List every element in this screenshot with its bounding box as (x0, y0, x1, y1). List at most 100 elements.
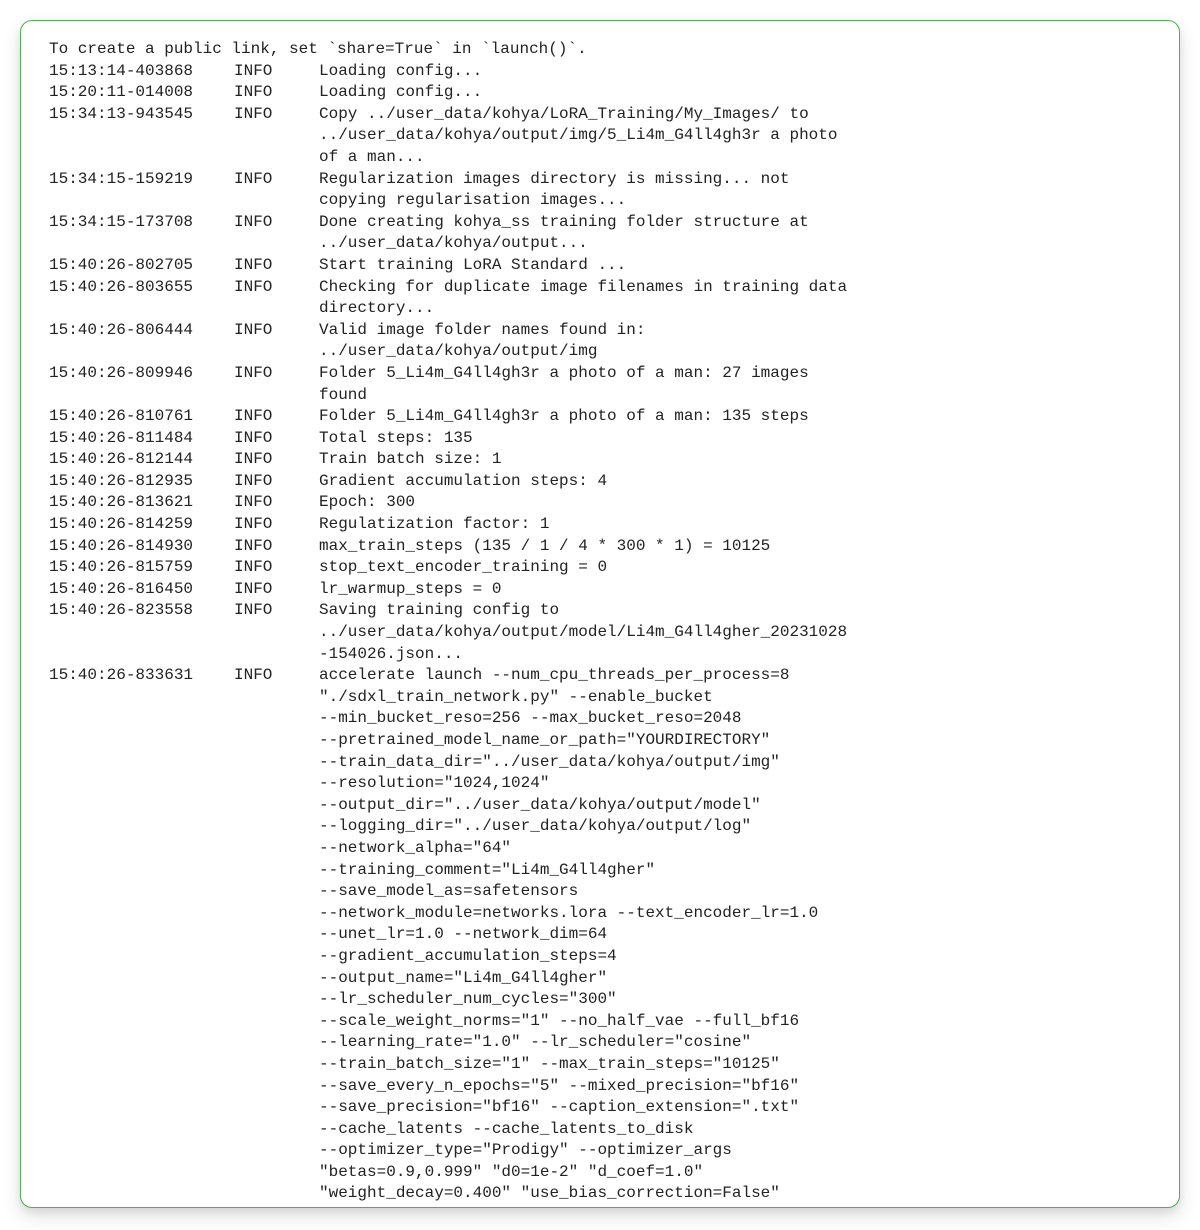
log-line: 15:40:26-823558INFOSaving training confi… (49, 600, 1151, 622)
log-continuation: "betas=0.9,0.999" "d0=1e-2" "d_coef=1.0" (49, 1162, 1151, 1184)
log-message: --training_comment="Li4m_G4ll4gher" (319, 860, 1151, 882)
log-message: --save_model_as=safetensors (319, 881, 1151, 903)
log-message: of a man... (319, 147, 1151, 169)
log-continuation: --pretrained_model_name_or_path="YOURDIR… (49, 730, 1151, 752)
log-continuation: ../user_data/kohya/output/img/5_Li4m_G4l… (49, 125, 1151, 147)
log-message: Saving training config to (319, 600, 1151, 622)
log-message: Train batch size: 1 (319, 449, 1151, 471)
log-timestamp: 15:40:26-812144 (49, 449, 234, 471)
log-message: Regulatization factor: 1 (319, 514, 1151, 536)
log-continuation: --min_bucket_reso=256 --max_bucket_reso=… (49, 708, 1151, 730)
log-message: max_train_steps (135 / 1 / 4 * 300 * 1) … (319, 536, 1151, 558)
log-level: INFO (234, 61, 319, 83)
log-message: Total steps: 135 (319, 428, 1151, 450)
log-message: "./sdxl_train_network.py" --enable_bucke… (319, 687, 1151, 709)
log-message: --gradient_accumulation_steps=4 (319, 946, 1151, 968)
log-message: ../user_data/kohya/output/img (319, 341, 1151, 363)
log-continuation: ../user_data/kohya/output... (49, 233, 1151, 255)
log-timestamp: 15:34:15-159219 (49, 169, 234, 191)
log-continuation: ../user_data/kohya/output/img (49, 341, 1151, 363)
log-line: 15:20:11-014008INFOLoading config... (49, 82, 1151, 104)
log-line: 15:40:26-812935INFOGradient accumulation… (49, 471, 1151, 493)
log-level: INFO (234, 428, 319, 450)
log-message: --learning_rate="1.0" --lr_scheduler="co… (319, 1032, 1151, 1054)
log-timestamp: 15:40:26-813621 (49, 492, 234, 514)
log-message: ../user_data/kohya/output/img/5_Li4m_G4l… (319, 125, 1151, 147)
log-line: 15:40:26-813621INFOEpoch: 300 (49, 492, 1151, 514)
log-message: ../user_data/kohya/output/model/Li4m_G4l… (319, 622, 1151, 644)
log-continuation: --output_dir="../user_data/kohya/output/… (49, 795, 1151, 817)
log-message: --lr_scheduler_num_cycles="300" (319, 989, 1151, 1011)
log-timestamp: 15:40:26-810761 (49, 406, 234, 428)
log-message: accelerate launch --num_cpu_threads_per_… (319, 665, 1151, 687)
log-line: 15:40:26-811484INFOTotal steps: 135 (49, 428, 1151, 450)
log-message: Done creating kohya_ss training folder s… (319, 212, 1151, 234)
log-continuation: --network_alpha="64" (49, 838, 1151, 860)
log-continuation: --optimizer_type="Prodigy" --optimizer_a… (49, 1140, 1151, 1162)
log-output-panel: To create a public link, set `share=True… (20, 20, 1180, 1208)
log-continuation: ../user_data/kohya/output/model/Li4m_G4l… (49, 622, 1151, 644)
log-level: INFO (234, 277, 319, 299)
log-continuation: --network_module=networks.lora --text_en… (49, 903, 1151, 925)
log-level: INFO (234, 600, 319, 622)
log-continuation: --logging_dir="../user_data/kohya/output… (49, 816, 1151, 838)
log-line: 15:13:14-403868INFOLoading config... (49, 61, 1151, 83)
log-timestamp: 15:40:26-816450 (49, 579, 234, 601)
log-message: --optimizer_type="Prodigy" --optimizer_a… (319, 1140, 1151, 1162)
log-level: INFO (234, 104, 319, 126)
log-line: 15:40:26-810761INFOFolder 5_Li4m_G4ll4gh… (49, 406, 1151, 428)
log-line: 15:40:26-806444INFOValid image folder na… (49, 320, 1151, 342)
log-continuation: --train_data_dir="../user_data/kohya/out… (49, 752, 1151, 774)
log-level: INFO (234, 536, 319, 558)
log-message: -154026.json... (319, 644, 1151, 666)
log-message: Checking for duplicate image filenames i… (319, 277, 1151, 299)
log-message: --train_data_dir="../user_data/kohya/out… (319, 752, 1151, 774)
log-timestamp: 15:40:26-811484 (49, 428, 234, 450)
log-continuation: --resolution="1024,1024" (49, 773, 1151, 795)
log-message: found (319, 385, 1151, 407)
log-line: 15:40:26-803655INFOChecking for duplicat… (49, 277, 1151, 299)
log-level: INFO (234, 557, 319, 579)
log-continuation: directory... (49, 298, 1151, 320)
log-message: Folder 5_Li4m_G4ll4gh3r a photo of a man… (319, 406, 1151, 428)
log-line: 15:34:15-173708INFODone creating kohya_s… (49, 212, 1151, 234)
log-message: --network_alpha="64" (319, 838, 1151, 860)
log-timestamp: 15:34:13-943545 (49, 104, 234, 126)
log-message: "safeguard warmup=False" (319, 1205, 1151, 1208)
log-message: --save_precision="bf16" --caption_extens… (319, 1097, 1151, 1119)
log-line: 15:40:26-815759INFOstop_text_encoder_tra… (49, 557, 1151, 579)
log-message: lr_warmup_steps = 0 (319, 579, 1151, 601)
log-line: 15:40:26-814930INFOmax_train_steps (135 … (49, 536, 1151, 558)
log-continuation: found (49, 385, 1151, 407)
log-continuation: --lr_scheduler_num_cycles="300" (49, 989, 1151, 1011)
log-continuation: --save_precision="bf16" --caption_extens… (49, 1097, 1151, 1119)
log-timestamp: 15:13:14-403868 (49, 61, 234, 83)
log-level: INFO (234, 492, 319, 514)
log-level: INFO (234, 320, 319, 342)
log-message: --pretrained_model_name_or_path="YOURDIR… (319, 730, 1151, 752)
log-message: --min_bucket_reso=256 --max_bucket_reso=… (319, 708, 1151, 730)
log-message: Regularization images directory is missi… (319, 169, 1151, 191)
log-message: --output_dir="../user_data/kohya/output/… (319, 795, 1151, 817)
log-message: --output_name="Li4m_G4ll4gher" (319, 968, 1151, 990)
log-message: directory... (319, 298, 1151, 320)
log-timestamp: 15:40:26-815759 (49, 557, 234, 579)
log-continuation: of a man... (49, 147, 1151, 169)
log-level: INFO (234, 579, 319, 601)
log-message: Loading config... (319, 61, 1151, 83)
log-message: Gradient accumulation steps: 4 (319, 471, 1151, 493)
log-continuation: --save_model_as=safetensors (49, 881, 1151, 903)
log-level: INFO (234, 212, 319, 234)
log-level: INFO (234, 255, 319, 277)
log-continuation: -154026.json... (49, 644, 1151, 666)
log-continuation: --output_name="Li4m_G4ll4gher" (49, 968, 1151, 990)
log-message: --network_module=networks.lora --text_en… (319, 903, 1151, 925)
intro-text: To create a public link, set `share=True… (49, 39, 1151, 61)
log-timestamp: 15:40:26-806444 (49, 320, 234, 342)
log-line: 15:40:26-814259INFORegulatization factor… (49, 514, 1151, 536)
log-continuation: --cache_latents --cache_latents_to_disk (49, 1119, 1151, 1141)
log-continuation: --scale_weight_norms="1" --no_half_vae -… (49, 1011, 1151, 1033)
log-timestamp: 15:20:11-014008 (49, 82, 234, 104)
log-message: --logging_dir="../user_data/kohya/output… (319, 816, 1151, 838)
log-message: copying regularisation images... (319, 190, 1151, 212)
